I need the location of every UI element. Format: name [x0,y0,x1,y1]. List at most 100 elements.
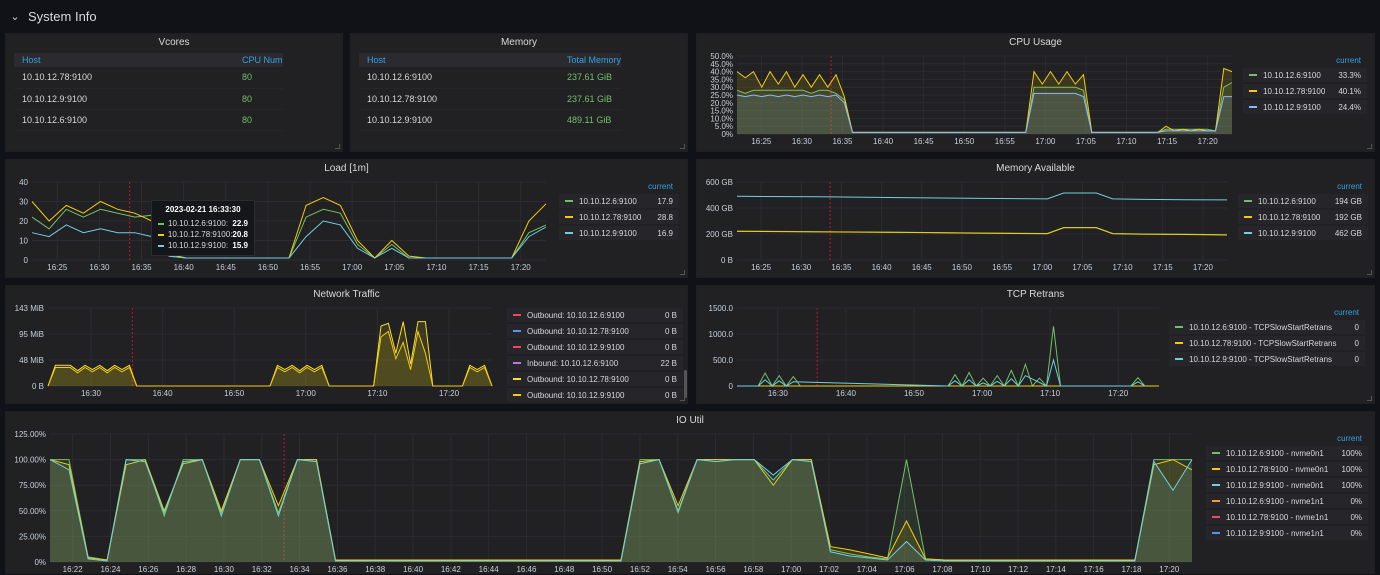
legend-item[interactable]: Inbound: 10.10.12.6:9100 22 B [507,356,683,370]
y-tick-label: 10.0% [710,114,733,123]
panel-memory-available[interactable]: Memory Available 0 B 200 GB 400 GB 600 GB 16… [696,159,1375,278]
column-header-total-memory[interactable]: Total Memory [559,53,622,67]
y-tick-label: 143 MiB [15,304,44,313]
panel-io-util[interactable]: IO Util 0% 25.00% 50.00% 75.00% 100.00% 125.0… [5,411,1375,574]
cell-host: 10.10.12.6:9100 [359,67,559,89]
y-tick-label: 0% [34,558,46,567]
series-line [737,326,1159,388]
legend-item[interactable]: 10.10.12.78:9100 192 GB [1238,210,1368,224]
chevron-down-icon[interactable]: ⌄ [10,10,20,23]
y-tick-label: 40 [19,178,28,187]
x-tick-label: 16:40 [403,565,424,574]
legend-item[interactable]: 10.10.12.78:9100 - nvme1n1 0% [1206,510,1368,524]
legend-item[interactable]: 10.10.12.78:9100 40.1% [1243,84,1367,98]
io-util-chart[interactable]: 0% 25.00% 50.00% 75.00% 100.00% 125.00% 16:22 1… [6,412,1201,575]
legend-item[interactable]: 10.10.12.78:9100 - TCPSlowStartRetrans 0 [1169,336,1365,350]
row-header-system-info[interactable]: ⌄ System Info [0,0,1380,32]
resize-handle[interactable] [680,396,685,401]
legend-item[interactable]: 10.10.12.9:9100 16.9 [559,226,679,240]
tooltip-row: 10.10.12.6:9100: 22.9 [158,218,248,229]
y-tick-label: 15.0% [710,107,733,116]
resize-handle[interactable] [1367,270,1372,275]
resize-handle[interactable] [680,270,685,275]
x-tick-label: 16:25 [47,263,68,272]
legend-current-header[interactable]: current [1337,434,1362,443]
panel-memory[interactable]: Memory Host Total Memory 10.10.12.6:9100… [350,33,688,152]
legend-item[interactable]: Outbound: 10.10.12.78:9100 0 B [507,324,683,338]
x-tick-label: 17:20 [1108,389,1129,398]
x-tick-label: 17:05 [384,263,405,272]
resize-handle[interactable] [1367,396,1372,401]
series-line [736,227,1228,236]
legend-name: 10.10.12.78:9100 [579,212,642,222]
legend-name: 10.10.12.78:9100 - nvme0n1 [1226,464,1329,474]
panel-network-traffic[interactable]: Network Traffic 0 B 48 MiB 95 MiB 143 MiB 16… [5,285,688,404]
x-tick-label: 16:40 [836,389,857,398]
legend-item[interactable]: 10.10.12.9:9100 - TCPSlowStartRetrans 0 [1169,352,1365,366]
legend-current-header[interactable]: current [648,182,673,191]
x-tick-label: 16:56 [706,565,727,574]
panel-load[interactable]: Load [1m] 0 10 20 30 40 16:25 16:30 16:35 16:40 1… [5,159,688,278]
cell-value: 80 [234,109,283,131]
series-line [736,92,1232,133]
legend-value: 0 [1354,354,1359,364]
column-header-host[interactable]: Host [359,53,559,67]
legend-item[interactable]: Outbound: 10.10.12.6:9100 0 B [507,308,683,322]
network-traffic-chart[interactable]: 0 B 48 MiB 95 MiB 143 MiB 16:30 16:40 16:50 17:… [6,286,501,404]
legend-item[interactable]: 10.10.12.9:9100 462 GB [1238,226,1368,240]
legend-scrollbar[interactable] [684,370,687,398]
y-tick-label: 1500.0 [709,304,734,313]
panel-vcores[interactable]: Vcores Host CPU Num 10.10.12.78:9100 80 1… [5,33,343,152]
resize-handle[interactable] [680,144,685,149]
legend-item[interactable]: 10.10.12.6:9100 - nvme0n1 100% [1206,446,1368,460]
tooltip-row: 10.10.12.9:9100: 15.9 [158,240,248,251]
series-swatch [513,362,521,364]
column-header-cpu-num[interactable]: CPU Num [234,53,283,67]
resize-handle[interactable] [335,144,340,149]
legend-item[interactable]: Outbound: 10.10.12.9:9100 0 B [507,340,683,354]
legend-current-header[interactable]: current [1336,56,1361,65]
cell-host: 10.10.12.9:9100 [14,88,234,110]
legend-item[interactable]: 10.10.12.6:9100 17.9 [559,194,679,208]
column-header-host[interactable]: Host [14,53,234,67]
cell-value: 80 [234,67,283,89]
legend-name: Outbound: 10.10.12.9:9100 [527,342,625,352]
panel-cpu-usage[interactable]: CPU Usage 0% 5.0% 10.0% 15.0% 20.0% 25.0% 30.0… [696,33,1375,152]
y-tick-label: 0 [24,256,29,265]
y-tick-label: 125.00% [14,430,46,439]
legend-item[interactable]: Outbound: 10.10.12.9:9100 0 B [507,388,683,402]
memory-available-chart[interactable]: 0 B 200 GB 400 GB 600 GB 16:25 16:30 16:35 16:4… [697,160,1237,278]
y-tick-label: 0 B [32,382,44,391]
legend-item[interactable]: Outbound: 10.10.12.78:9100 0 B [507,372,683,386]
legend-item[interactable]: 10.10.12.9:9100 - nvme1n1 0% [1206,526,1368,540]
legend-item[interactable]: 10.10.12.9:9100 - nvme0n1 100% [1206,478,1368,492]
series-area [50,459,1192,562]
legend-name: Outbound: 10.10.12.9:9100 [527,390,625,400]
y-tick-label: 0 B [721,256,733,265]
load-chart[interactable]: 0 10 20 30 40 16:25 16:30 16:35 16:40 16:45 16:50 1… [6,160,556,278]
panel-tcp-retrans[interactable]: TCP Retrans 0 500.0 1000.0 1500.0 16:30 16:40… [696,285,1375,404]
legend-item[interactable]: 10.10.12.78:9100 - nvme0n1 100% [1206,462,1368,476]
cpu-usage-chart[interactable]: 0%5.0%10.0%15.0%20.0%25.0%30.0%35.0%40.0… [697,34,1242,152]
legend-current-header[interactable]: current [1337,182,1362,191]
legend-item[interactable]: 10.10.12.6:9100 194 GB [1238,194,1368,208]
network-legend: Outbound: 10.10.12.6:9100 0 B Outbound: 1… [507,306,687,402]
cell-host: 10.10.12.78:9100 [359,88,559,110]
x-tick-label: 17:10 [1116,137,1137,146]
x-tick-label: 16:30 [791,263,812,272]
legend-item[interactable]: 10.10.12.6:9100 33.3% [1243,68,1367,82]
resize-handle[interactable] [1367,144,1372,149]
legend-name: Outbound: 10.10.12.78:9100 [527,326,629,336]
x-tick-label: 17:00 [781,565,802,574]
legend-item[interactable]: 10.10.12.6:9100 - nvme1n1 0% [1206,494,1368,508]
legend-item[interactable]: 10.10.12.78:9100 28.8 [559,210,679,224]
x-tick-label: 16:30 [792,137,813,146]
legend-item[interactable]: 10.10.12.6:9100 - TCPSlowStartRetrans 0 [1169,320,1365,334]
series-swatch [1175,342,1183,344]
tcp-retrans-chart[interactable]: 0 500.0 1000.0 1500.0 16:30 16:40 16:50 17:00 17… [697,286,1167,404]
legend-current-header[interactable]: current [1334,308,1359,317]
legend-item[interactable]: 10.10.12.9:9100 24.4% [1243,100,1367,114]
x-tick-label: 17:10 [367,389,388,398]
x-tick-label: 16:30 [214,565,235,574]
y-tick-label: 45.0% [710,60,733,69]
